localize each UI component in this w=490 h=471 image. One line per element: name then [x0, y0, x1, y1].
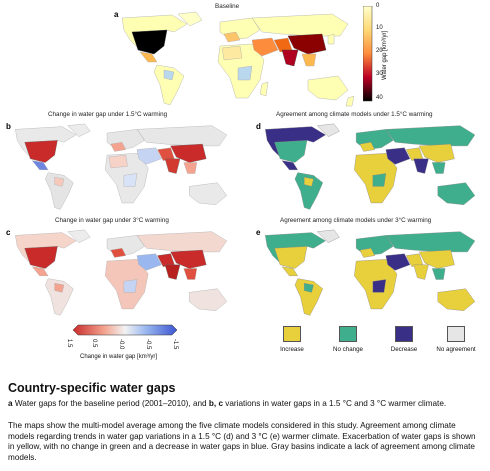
legend-no-change-swatch: [339, 326, 357, 342]
change-tick-2: 0.5: [91, 339, 97, 348]
caption-title: Country-specific water gaps: [8, 381, 176, 395]
legend-increase-label: Increase: [280, 346, 304, 353]
legend-no-change-label: No change: [333, 346, 363, 353]
baseline-tick-30: 30: [376, 71, 383, 77]
caption-bc-marker: b, c: [208, 399, 223, 408]
agreement-3-map: [265, 229, 476, 316]
panel-b-label: b: [6, 122, 11, 131]
legend-no-agreement-label: No agreement: [436, 346, 476, 353]
caption-a-marker: a: [8, 399, 13, 408]
change-1p5-map: [15, 123, 228, 210]
legend-decrease-label: Decrease: [390, 346, 418, 353]
legend-increase: Increase: [262, 326, 322, 353]
baseline-tick-40: 40: [376, 95, 383, 101]
agreement-1p5-map: [265, 123, 476, 210]
baseline-colorbar-label: Water gap [km³/yr]: [382, 30, 388, 80]
baseline-tick-20: 20: [376, 48, 383, 54]
legend-no-agreement: No agreement: [426, 326, 486, 353]
change-3-map: [15, 229, 228, 316]
change-colorbar: [72, 324, 178, 336]
change-tick-4: -0.5: [145, 339, 151, 350]
legend-decrease: Decrease: [374, 326, 434, 353]
baseline-colorbar: [363, 6, 373, 102]
baseline-tick-10: 10: [376, 25, 383, 31]
legend-no-agreement-swatch: [447, 326, 465, 342]
panel-d-label: d: [256, 122, 261, 131]
caption-line1-text2: variations in water gaps in a 1.5 °C and…: [223, 399, 447, 408]
legend-no-change: No change: [318, 326, 378, 353]
panel-c-label: c: [6, 228, 11, 237]
legend-decrease-swatch: [395, 326, 413, 342]
change-tick-5: -1.5: [172, 339, 178, 350]
caption-line1-text1: Water gaps for the baseline period (2001…: [12, 399, 209, 408]
caption-line-1: a Water gaps for the baseline period (20…: [8, 399, 482, 410]
baseline-map: [121, 11, 355, 107]
panel-e-label: e: [256, 228, 261, 237]
baseline-tick-0: 0: [376, 3, 380, 9]
change-tick-3: -0.0: [118, 339, 124, 350]
panel-c-title: Change in water gap under 3°C warming: [55, 217, 169, 224]
panel-b-title: Change in water gap under 1.5°C warming: [48, 111, 168, 118]
panel-d-title: Agreement among climate models under 1.5…: [276, 111, 433, 118]
legend-increase-swatch: [283, 326, 301, 342]
change-colorbar-label: Change in water gap [km³/yr]: [80, 354, 158, 360]
panel-e-title: Agreement among climate models under 3°C…: [280, 217, 432, 224]
change-tick-1: 1.5: [66, 339, 72, 348]
caption-paragraph: The maps show the multi-model average am…: [8, 421, 476, 462]
panel-a-title: Baseline: [215, 3, 240, 10]
panel-a-label: a: [114, 10, 119, 19]
